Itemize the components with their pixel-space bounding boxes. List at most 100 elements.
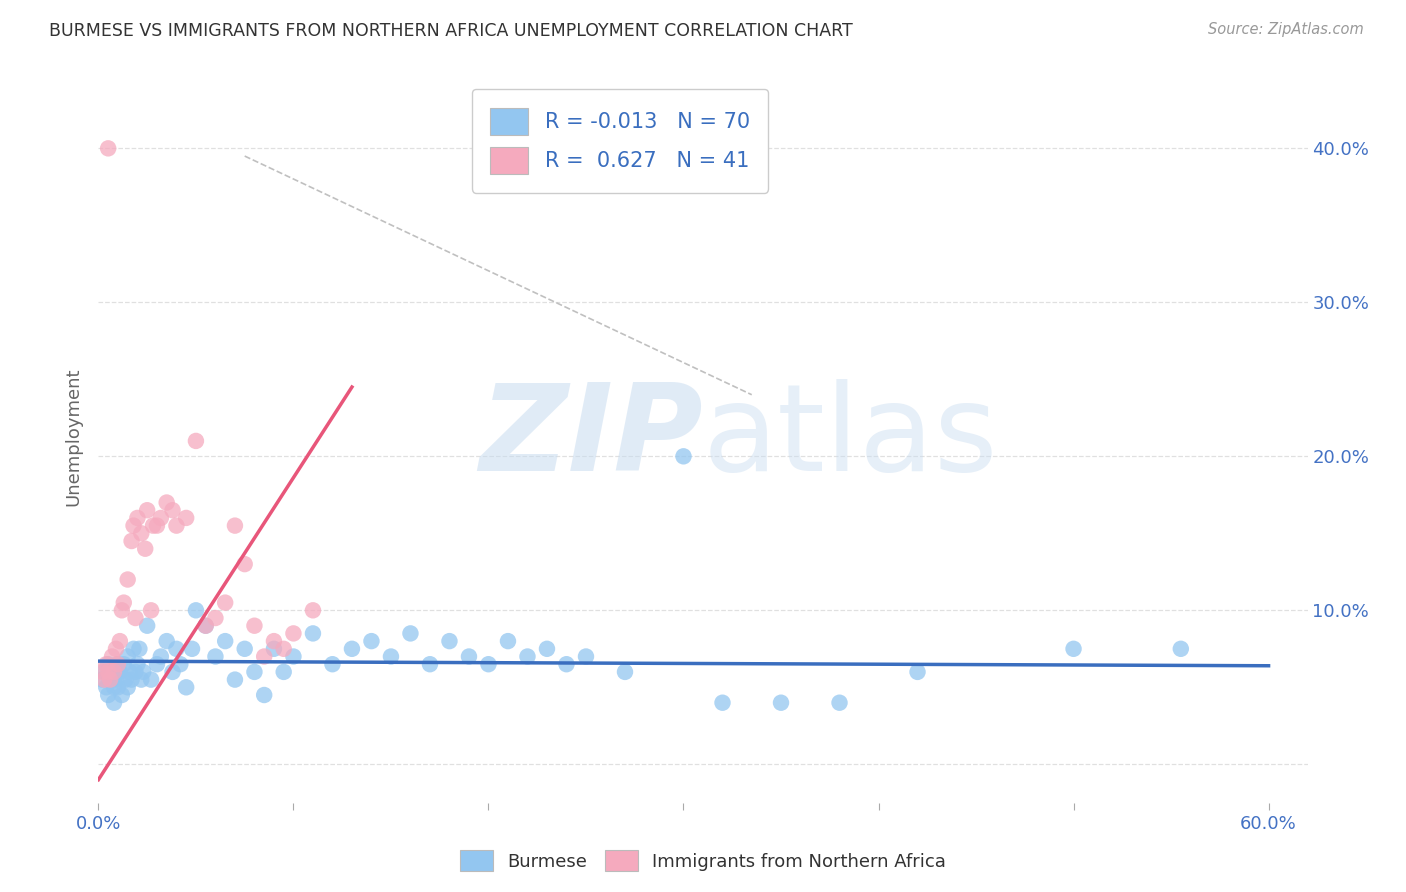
Point: [112, 596, 135, 610]
Point: [214, 634, 236, 648]
Point: [149, 511, 172, 525]
Point: [575, 649, 598, 664]
Point: [1170, 641, 1192, 656]
Point: [214, 596, 236, 610]
Point: [1063, 641, 1085, 656]
Point: [283, 626, 305, 640]
Point: [146, 657, 169, 672]
Point: [263, 641, 285, 656]
Point: [97, 665, 120, 679]
Point: [302, 626, 325, 640]
Point: [124, 665, 146, 679]
Point: [204, 649, 226, 664]
Point: [477, 657, 499, 672]
Point: [194, 618, 217, 632]
Y-axis label: Unemployment: Unemployment: [65, 368, 83, 507]
Point: [131, 673, 153, 687]
Point: [204, 611, 226, 625]
Point: [134, 541, 156, 556]
Point: [458, 649, 481, 664]
Point: [146, 518, 169, 533]
Point: [273, 641, 295, 656]
Legend: Burmese, Immigrants from Northern Africa: Burmese, Immigrants from Northern Africa: [453, 843, 953, 879]
Point: [233, 557, 256, 571]
Point: [114, 673, 136, 687]
Point: [136, 503, 159, 517]
Point: [117, 681, 139, 695]
Point: [96, 657, 118, 672]
Point: [122, 641, 145, 656]
Point: [439, 634, 461, 648]
Point: [165, 641, 187, 656]
Point: [117, 573, 139, 587]
Point: [614, 665, 637, 679]
Point: [132, 665, 155, 679]
Point: [121, 534, 143, 549]
Point: [91, 673, 114, 687]
Point: [711, 696, 734, 710]
Point: [181, 641, 204, 656]
Point: [118, 665, 141, 679]
Point: [496, 634, 519, 648]
Point: [91, 665, 114, 679]
Point: [111, 688, 134, 702]
Point: [233, 641, 256, 656]
Text: atlas: atlas: [703, 378, 998, 496]
Point: [104, 641, 127, 656]
Point: [122, 518, 145, 533]
Point: [907, 665, 929, 679]
Point: [399, 626, 422, 640]
Point: [103, 696, 125, 710]
Point: [321, 657, 343, 672]
Point: [103, 665, 125, 679]
Point: [555, 657, 578, 672]
Text: BURMESE VS IMMIGRANTS FROM NORTHERN AFRICA UNEMPLOYMENT CORRELATION CHART: BURMESE VS IMMIGRANTS FROM NORTHERN AFRI…: [49, 22, 853, 40]
Point: [360, 634, 382, 648]
Point: [101, 649, 124, 664]
Point: [107, 657, 129, 672]
Point: [273, 665, 295, 679]
Point: [117, 649, 139, 664]
Point: [340, 641, 363, 656]
Point: [127, 511, 149, 525]
Point: [194, 618, 217, 632]
Point: [111, 603, 134, 617]
Point: [224, 673, 246, 687]
Point: [174, 511, 197, 525]
Point: [162, 665, 184, 679]
Legend: R = -0.013   N = 70, R =  0.627   N = 41: R = -0.013 N = 70, R = 0.627 N = 41: [471, 89, 768, 193]
Point: [107, 657, 129, 672]
Point: [96, 681, 118, 695]
Point: [139, 673, 162, 687]
Point: [156, 495, 179, 509]
Point: [104, 673, 127, 687]
Point: [108, 634, 131, 648]
Point: [98, 673, 121, 687]
Point: [253, 688, 276, 702]
Point: [162, 503, 184, 517]
Point: [516, 649, 538, 664]
Point: [302, 603, 325, 617]
Point: [93, 673, 115, 687]
Point: [243, 618, 266, 632]
Point: [828, 696, 851, 710]
Point: [769, 696, 792, 710]
Text: Source: ZipAtlas.com: Source: ZipAtlas.com: [1208, 22, 1364, 37]
Point: [142, 518, 165, 533]
Point: [127, 657, 149, 672]
Point: [243, 665, 266, 679]
Text: ZIP: ZIP: [479, 378, 703, 496]
Point: [128, 641, 150, 656]
Point: [121, 673, 143, 687]
Point: [149, 649, 172, 664]
Point: [419, 657, 441, 672]
Point: [184, 603, 207, 617]
Point: [253, 649, 276, 664]
Point: [169, 657, 191, 672]
Point: [108, 665, 131, 679]
Point: [101, 665, 124, 679]
Point: [165, 518, 187, 533]
Point: [536, 641, 558, 656]
Point: [139, 603, 162, 617]
Point: [380, 649, 402, 664]
